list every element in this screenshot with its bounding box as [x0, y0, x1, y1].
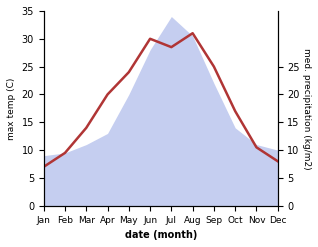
X-axis label: date (month): date (month) — [125, 230, 197, 240]
Y-axis label: med. precipitation (kg/m2): med. precipitation (kg/m2) — [302, 48, 311, 169]
Y-axis label: max temp (C): max temp (C) — [7, 77, 16, 140]
